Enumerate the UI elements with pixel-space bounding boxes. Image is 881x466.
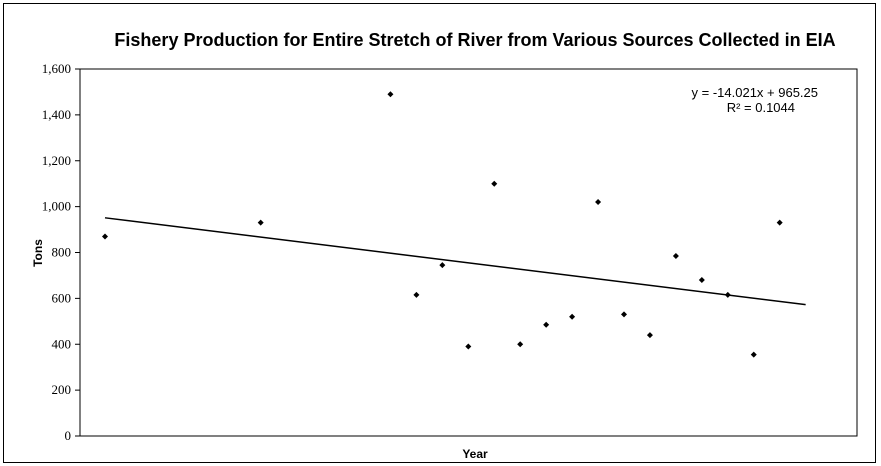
data-point [491, 180, 498, 187]
data-point [102, 233, 108, 240]
plot-area: 0 200 400 600 800 1,000 1,200 1,400 1,600 [42, 61, 858, 443]
trendline-equation: y = -14.021x + 965.25 [692, 85, 818, 100]
chart-frame [3, 3, 876, 463]
y-tick-label: 1,000 [42, 199, 71, 214]
data-point [646, 332, 653, 339]
data-point [387, 91, 394, 98]
y-axis-label: Tons [31, 239, 45, 267]
data-point [569, 313, 576, 320]
data-point [776, 219, 783, 226]
y-tick-label: 1,200 [42, 153, 71, 168]
data-point [595, 199, 602, 206]
data-point [672, 252, 679, 259]
y-tick-label: 0 [65, 428, 72, 443]
chart-title: Fishery Production for Entire Stretch of… [114, 30, 835, 50]
y-tick-label: 800 [52, 245, 72, 260]
data-point [621, 311, 627, 318]
data-point [413, 291, 420, 298]
y-tick-label: 600 [52, 290, 72, 305]
data-point [439, 262, 446, 269]
x-axis-label: Year [462, 447, 488, 461]
data-point [465, 343, 472, 350]
trendline [104, 217, 806, 306]
y-tick-label: 1,600 [42, 61, 71, 76]
data-point [698, 277, 705, 284]
trendline-r-squared: R² = 0.1044 [727, 100, 795, 115]
y-tick-label: 200 [52, 382, 72, 397]
data-point [517, 341, 524, 348]
y-tick-label: 1,400 [42, 107, 71, 122]
y-tick-label: 400 [52, 336, 72, 351]
data-point [543, 321, 550, 328]
plot-border [79, 68, 858, 437]
data-point [257, 219, 264, 226]
data-point [750, 351, 757, 358]
